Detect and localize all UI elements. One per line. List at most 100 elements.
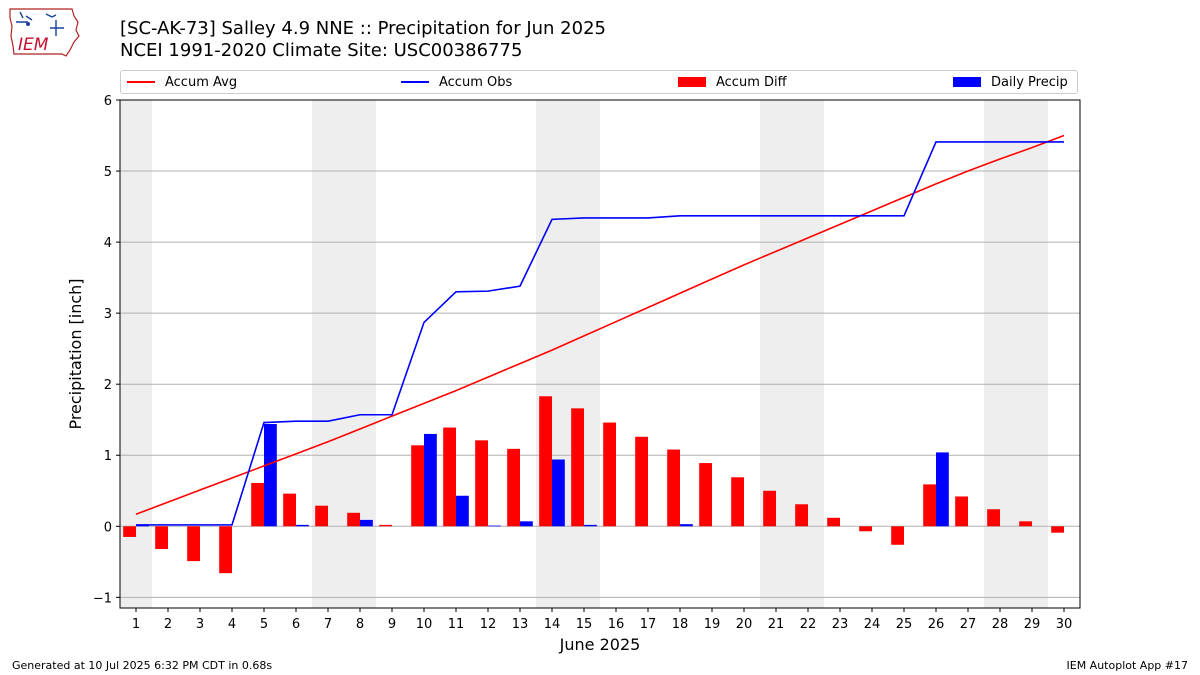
y-tick-label: 1 [104, 449, 112, 464]
bar-daily-precip [456, 495, 469, 527]
bar-accum-diff [219, 526, 232, 574]
x-tick-label: 17 [640, 617, 657, 632]
weather-dot-icon [26, 22, 30, 26]
logo-text: IEM [18, 35, 49, 55]
bar-accum-diff [283, 493, 296, 527]
bar-accum-diff [507, 448, 520, 527]
x-tick-label: 16 [608, 617, 625, 632]
bar-accum-diff [603, 422, 616, 527]
bar-accum-diff [891, 526, 904, 545]
x-tick-label: 12 [480, 617, 497, 632]
x-tick-label: 29 [1024, 617, 1041, 632]
chart-title: [SC-AK-73] Salley 4.9 NNE :: Precipitati… [120, 18, 606, 39]
iem-logo: IEM [9, 8, 80, 57]
bar-accum-diff [1019, 521, 1032, 527]
legend-item-accum-diff: Accum Diff [678, 71, 787, 93]
weekend-band [536, 100, 600, 608]
x-tick-label: 15 [576, 617, 593, 632]
x-tick-label: 26 [928, 617, 945, 632]
legend-swatch-accum-obs [401, 81, 429, 83]
x-tick-label: 13 [512, 617, 529, 632]
legend-swatch-accum-avg [127, 81, 155, 83]
footer-generated: Generated at 10 Jul 2025 6:32 PM CDT in … [12, 659, 273, 672]
x-tick-label: 4 [228, 617, 236, 632]
bar-daily-precip [264, 423, 277, 527]
bar-accum-diff [667, 449, 680, 527]
x-tick-label: 5 [260, 617, 268, 632]
bar-accum-diff [347, 512, 360, 527]
bar-accum-diff [827, 517, 840, 527]
y-tick-label: 3 [104, 307, 112, 322]
x-tick-label: 19 [704, 617, 721, 632]
bar-accum-diff [1051, 526, 1064, 533]
x-tick-label: 9 [388, 617, 396, 632]
bar-accum-diff [123, 526, 136, 537]
x-tick-label: 23 [832, 617, 849, 632]
x-axis-label: June 2025 [559, 635, 641, 654]
weather-symbols-icon [16, 11, 64, 36]
legend-label-accum-obs: Accum Obs [439, 74, 513, 90]
bar-daily-precip [488, 525, 501, 527]
x-tick-label: 3 [196, 617, 204, 632]
bar-accum-diff [795, 504, 808, 527]
x-tick-label: 21 [768, 617, 785, 632]
footer-app: IEM Autoplot App #17 [1066, 659, 1189, 672]
y-tick-label: 2 [104, 378, 112, 393]
bar-accum-diff [251, 482, 264, 527]
weekend-band [984, 100, 1048, 608]
bar-daily-precip [296, 524, 309, 527]
x-tick-label: 6 [292, 617, 300, 632]
x-tick-label: 18 [672, 617, 689, 632]
bar-daily-precip [680, 524, 693, 527]
line-accum-avg [135, 134, 1065, 515]
bar-accum-diff [443, 427, 456, 527]
x-tick-label: 7 [324, 617, 332, 632]
y-tick-label: −1 [93, 591, 112, 606]
x-tick-label: 11 [448, 617, 465, 632]
x-tick-label: 25 [896, 617, 913, 632]
bar-daily-precip [424, 433, 437, 527]
x-tick-label: 8 [356, 617, 364, 632]
bar-accum-diff [635, 436, 648, 527]
weekend-band [760, 100, 824, 608]
line-accum-obs [136, 141, 1064, 526]
x-tick-label: 27 [960, 617, 977, 632]
x-tick-label: 2 [164, 617, 172, 632]
y-tick-label: 0 [104, 520, 112, 535]
bar-accum-diff [731, 477, 744, 527]
bar-accum-diff [571, 408, 584, 527]
bar-daily-precip [584, 524, 597, 527]
bar-accum-diff [379, 524, 392, 527]
legend-item-daily-precip: Daily Precip [953, 71, 1068, 93]
legend-item-accum-obs: Accum Obs [401, 71, 512, 93]
legend-item-accum-avg: Accum Avg [127, 71, 237, 93]
bar-daily-precip [360, 519, 373, 527]
chart-legend: Accum Avg Accum Obs Accum Diff Daily Pre… [120, 70, 1078, 94]
bar-daily-precip [936, 452, 949, 527]
x-tick-label: 28 [992, 617, 1009, 632]
bar-accum-diff [155, 526, 168, 550]
legend-swatch-daily-precip [953, 77, 981, 87]
x-tick-label: 14 [544, 617, 561, 632]
bar-accum-diff [187, 526, 200, 562]
x-tick-label: 22 [800, 617, 817, 632]
legend-label-daily-precip: Daily Precip [991, 74, 1068, 90]
bar-accum-diff [987, 509, 1000, 527]
bar-accum-diff [955, 496, 968, 527]
iowa-state-outline-icon [9, 8, 80, 57]
bar-accum-diff [475, 440, 488, 527]
legend-swatch-accum-diff [678, 77, 706, 87]
bar-accum-diff [923, 484, 936, 527]
bar-accum-diff [699, 463, 712, 527]
x-tick-label: 1 [132, 617, 140, 632]
bar-daily-precip [520, 521, 533, 527]
legend-label-accum-diff: Accum Diff [716, 74, 787, 90]
y-tick-label: 4 [104, 236, 112, 251]
x-tick-label: 10 [416, 617, 433, 632]
legend-label-accum-avg: Accum Avg [165, 74, 238, 90]
bar-daily-precip [136, 524, 149, 527]
y-tick-label: 5 [104, 165, 112, 180]
bar-daily-precip [552, 459, 565, 527]
bar-accum-diff [763, 490, 776, 527]
